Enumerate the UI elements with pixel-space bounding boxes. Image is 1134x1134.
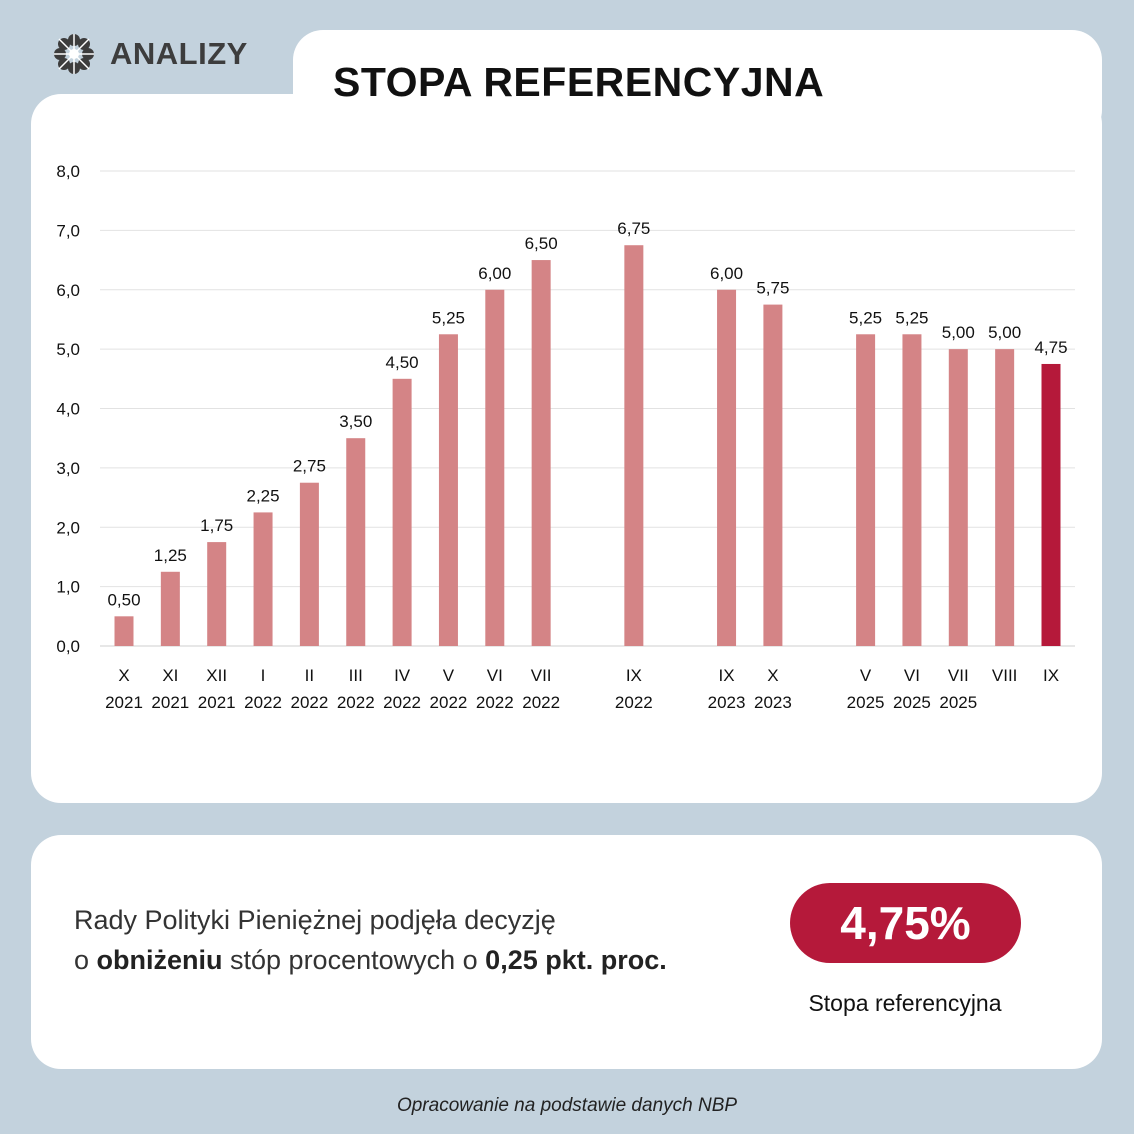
x-tick-year: 2022	[337, 693, 375, 712]
decision-emphasis-amount: 0,25 pkt. proc.	[485, 945, 667, 975]
bar	[717, 289, 737, 646]
decision-line-2: o obniżeniu stóp procentowych o 0,25 pkt…	[74, 940, 774, 980]
bar	[438, 334, 458, 646]
bar	[346, 438, 366, 646]
x-tick-year: 2022	[615, 693, 653, 712]
bar-value-label: 5,00	[942, 323, 975, 342]
x-tick-year: 2021	[105, 693, 143, 712]
bar	[299, 482, 319, 646]
bar	[763, 304, 783, 646]
decision-emphasis-cut: obniżeniu	[96, 945, 223, 975]
bar	[902, 334, 922, 646]
bar	[207, 542, 227, 646]
bar-value-label: 5,25	[895, 308, 928, 327]
y-tick-label: 3,0	[56, 459, 80, 478]
x-tick-year: 2025	[847, 693, 885, 712]
x-tick-year: 2023	[708, 693, 746, 712]
x-tick-year: 2021	[198, 693, 236, 712]
rate-caption: Stopa referencyjna	[808, 990, 1002, 1016]
bar	[485, 289, 505, 646]
x-tick-month: VIII	[992, 666, 1018, 685]
x-tick-year: 2022	[522, 693, 560, 712]
x-tick-month: I	[261, 666, 266, 685]
bar-value-label: 5,25	[432, 308, 465, 327]
x-tick-year: 2022	[244, 693, 282, 712]
bar-value-label: 5,75	[756, 279, 789, 298]
bar	[995, 349, 1015, 646]
bar-value-label: 6,00	[710, 264, 743, 283]
source-note: Opracowanie na podstawie danych NBP	[396, 1095, 738, 1116]
bar-value-label: 6,75	[617, 219, 650, 238]
bar-value-label: 1,25	[154, 546, 187, 565]
bar-value-label: 1,75	[200, 516, 233, 535]
y-tick-label: 4,0	[56, 400, 80, 419]
bar	[253, 512, 273, 646]
bar-layer	[114, 245, 1061, 646]
label-layer: 0,0 1,0 2,0 3,0 4,0 5,0 6,0 7,0 8,0 0,50 X 2021 1,25…	[56, 162, 1067, 712]
title-card	[293, 30, 1102, 140]
y-tick-label: 1,0	[56, 578, 80, 597]
x-tick-month: VI	[487, 666, 503, 685]
x-tick-year: 2025	[893, 693, 931, 712]
decision-text: Rady Polityki Pieniężnej podjęła decyzję…	[74, 900, 774, 980]
x-tick-year: 2022	[290, 693, 328, 712]
y-tick-label: 5,0	[56, 340, 80, 359]
x-tick-month: VII	[948, 666, 969, 685]
chart-card	[31, 94, 1102, 803]
x-tick-month: XI	[162, 666, 178, 685]
bar	[392, 378, 412, 646]
x-tick-month: VI	[904, 666, 920, 685]
x-tick-month: IV	[394, 666, 411, 685]
x-tick-month: III	[349, 666, 363, 685]
bar-value-label: 3,50	[339, 412, 372, 431]
bar-value-label: 4,75	[1034, 338, 1067, 357]
x-tick-year: 2021	[151, 693, 189, 712]
page-title: STOPA REFERENCYJNA	[333, 59, 825, 105]
bar	[948, 349, 968, 646]
y-tick-label: 0,0	[56, 637, 80, 656]
brand: ANALIZY	[52, 32, 248, 76]
y-tick-label: 8,0	[56, 162, 80, 181]
x-tick-month: X	[118, 666, 129, 685]
flower-logo-icon	[54, 34, 94, 74]
x-tick-month: IX	[1043, 666, 1059, 685]
x-tick-month: V	[443, 666, 455, 685]
bar-value-label: 5,00	[988, 323, 1021, 342]
bar-value-label: 6,50	[525, 234, 558, 253]
grid-layer	[100, 170, 1075, 647]
y-tick-label: 6,0	[56, 281, 80, 300]
bar-value-label: 4,50	[386, 353, 419, 372]
bar	[531, 260, 551, 646]
x-tick-year: 2022	[476, 693, 514, 712]
x-tick-year: 2025	[939, 693, 977, 712]
bar-value-label: 2,25	[247, 486, 280, 505]
bar-value-label: 6,00	[478, 264, 511, 283]
rate-badge: 4,75%	[790, 883, 1021, 963]
bar	[114, 616, 134, 646]
reference-rate-chart: 0,0 1,0 2,0 3,0 4,0 5,0 6,0 7,0 8,0 0,50 X 2021 1,25…	[56, 162, 1075, 712]
decision-line-2-pre: o	[74, 945, 97, 975]
bar-value-label: 5,25	[849, 308, 882, 327]
y-tick-label: 2,0	[56, 518, 80, 537]
bar	[624, 245, 644, 646]
decision-line-1: Rady Polityki Pieniężnej podjęła decyzję	[74, 905, 556, 935]
x-tick-month: VII	[531, 666, 552, 685]
brand-name: ANALIZY	[110, 36, 248, 71]
x-tick-month: XII	[206, 666, 227, 685]
y-tick-label: 7,0	[56, 221, 80, 240]
bar-value-label: 2,75	[293, 457, 326, 476]
x-tick-month: X	[767, 666, 778, 685]
x-tick-month: IX	[626, 666, 642, 685]
bar	[856, 334, 876, 646]
decision-line-2-mid: stóp procentowych o	[222, 945, 486, 975]
x-tick-month: II	[305, 666, 314, 685]
x-tick-month: V	[860, 666, 872, 685]
bar	[160, 571, 180, 646]
x-tick-month: IX	[719, 666, 735, 685]
bar	[1041, 363, 1061, 646]
bar-value-label: 0,50	[107, 590, 140, 609]
x-tick-year: 2022	[383, 693, 421, 712]
x-tick-year: 2023	[754, 693, 792, 712]
x-tick-year: 2022	[430, 693, 468, 712]
